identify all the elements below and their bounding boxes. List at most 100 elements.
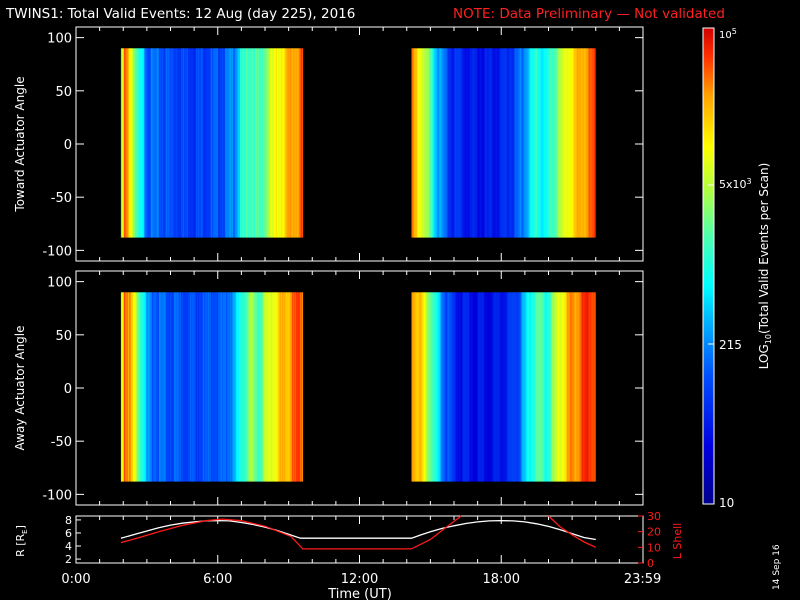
heatmap-column bbox=[485, 292, 487, 482]
heatmap-column bbox=[466, 292, 468, 482]
heatmap-column bbox=[415, 292, 417, 482]
heatmap-column bbox=[300, 48, 303, 238]
heatmap-column bbox=[121, 292, 124, 482]
ytick-label: 50 bbox=[55, 85, 72, 100]
heatmap-column bbox=[545, 292, 547, 482]
heatmap-column bbox=[458, 292, 460, 482]
heatmap-column bbox=[416, 48, 418, 238]
heatmap-column bbox=[257, 48, 260, 238]
heatmap-column bbox=[181, 48, 184, 238]
heatmap-column bbox=[438, 292, 440, 482]
heatmap-column bbox=[580, 48, 582, 238]
heatmap-column bbox=[291, 48, 294, 238]
heatmap-column bbox=[417, 48, 419, 238]
heatmap-column bbox=[432, 48, 434, 238]
heatmap-column bbox=[172, 48, 175, 238]
heatmap-column bbox=[199, 48, 202, 238]
heatmap-column bbox=[213, 48, 216, 238]
ytick-label: -50 bbox=[51, 435, 72, 450]
heatmap-column bbox=[561, 292, 563, 482]
heatmap-column bbox=[292, 48, 295, 238]
heatmap-column bbox=[507, 48, 509, 238]
ytick-label: -100 bbox=[42, 244, 72, 259]
heatmap-column bbox=[544, 48, 546, 238]
heatmap-column bbox=[197, 292, 200, 482]
heatmap-column bbox=[212, 48, 215, 238]
heatmap-column bbox=[297, 48, 300, 238]
heatmap-column bbox=[185, 292, 188, 482]
heatmap-column bbox=[472, 292, 474, 482]
heatmap-column bbox=[524, 292, 526, 482]
heatmap-column bbox=[575, 292, 577, 482]
heatmap-column bbox=[276, 292, 279, 482]
heatmap-column bbox=[287, 292, 290, 482]
heatmap-column bbox=[412, 48, 414, 238]
heatmap-column bbox=[465, 48, 467, 238]
heatmap-column bbox=[421, 292, 423, 482]
heatmap-column bbox=[239, 48, 242, 238]
heatmap-column bbox=[575, 48, 577, 238]
heatmap-column bbox=[555, 48, 557, 238]
heatmap-column bbox=[477, 48, 479, 238]
heatmap-column bbox=[573, 48, 575, 238]
heatmap-column bbox=[573, 292, 575, 482]
heatmap-column bbox=[488, 48, 490, 238]
heatmap-column bbox=[448, 292, 450, 482]
heatmap-column bbox=[497, 48, 499, 238]
heatmap-column bbox=[187, 48, 190, 238]
heatmap-column bbox=[165, 48, 168, 238]
heatmap-column bbox=[438, 48, 440, 238]
heatmap-column bbox=[460, 292, 462, 482]
heatmap-column bbox=[219, 292, 222, 482]
heatmap-column bbox=[135, 48, 138, 238]
heatmap-column bbox=[528, 48, 530, 238]
heatmap-column bbox=[434, 292, 436, 482]
heatmap-column bbox=[564, 48, 566, 238]
heatmap-column bbox=[285, 48, 288, 238]
heatmap-column bbox=[289, 48, 292, 238]
heatmap-column bbox=[465, 292, 467, 482]
heatmap-column bbox=[268, 48, 271, 238]
heatmap-column bbox=[120, 292, 123, 482]
heatmap-column bbox=[224, 48, 227, 238]
heatmap-column bbox=[433, 292, 435, 482]
heatmap-column bbox=[500, 292, 502, 482]
orbit-lines bbox=[120, 515, 597, 550]
heatmap-column bbox=[181, 292, 184, 482]
heatmap-column bbox=[238, 48, 241, 238]
heatmap-column bbox=[446, 48, 448, 238]
heatmap-column bbox=[298, 292, 301, 482]
heatmap-column bbox=[570, 48, 572, 238]
heatmap-column bbox=[423, 292, 425, 482]
heatmap-column bbox=[124, 292, 127, 482]
heatmap-column bbox=[129, 292, 132, 482]
heatmap-column bbox=[587, 292, 589, 482]
heatmap-column bbox=[475, 292, 477, 482]
heatmap-column bbox=[444, 292, 446, 482]
heatmap-column bbox=[164, 48, 167, 238]
heatmap-column bbox=[151, 48, 154, 238]
ytick-label: 100 bbox=[47, 32, 72, 47]
heatmap-column bbox=[173, 292, 176, 482]
heatmap-column bbox=[428, 292, 430, 482]
toward-ylabel: Toward Actuator Angle bbox=[13, 76, 27, 212]
heatmap-column bbox=[200, 292, 203, 482]
colorbar-5k-label: 5x103 bbox=[719, 177, 752, 191]
heatmap-column bbox=[150, 48, 153, 238]
heatmap-column bbox=[572, 292, 574, 482]
heatmap-column bbox=[527, 292, 529, 482]
heatmap-column bbox=[540, 292, 542, 482]
heatmap-column bbox=[234, 48, 237, 238]
heatmap-column bbox=[264, 292, 267, 482]
heatmap-column bbox=[415, 48, 417, 238]
heatmap-column bbox=[448, 48, 450, 238]
heatmap-column bbox=[580, 292, 582, 482]
heatmap-column bbox=[240, 292, 243, 482]
heatmap-column bbox=[193, 48, 196, 238]
heatmap-column bbox=[426, 292, 428, 482]
heatmap-column bbox=[283, 48, 286, 238]
heatmap-column bbox=[549, 48, 551, 238]
heatmap-column bbox=[546, 48, 548, 238]
heatmap-column bbox=[180, 292, 183, 482]
heatmap-column bbox=[246, 48, 249, 238]
